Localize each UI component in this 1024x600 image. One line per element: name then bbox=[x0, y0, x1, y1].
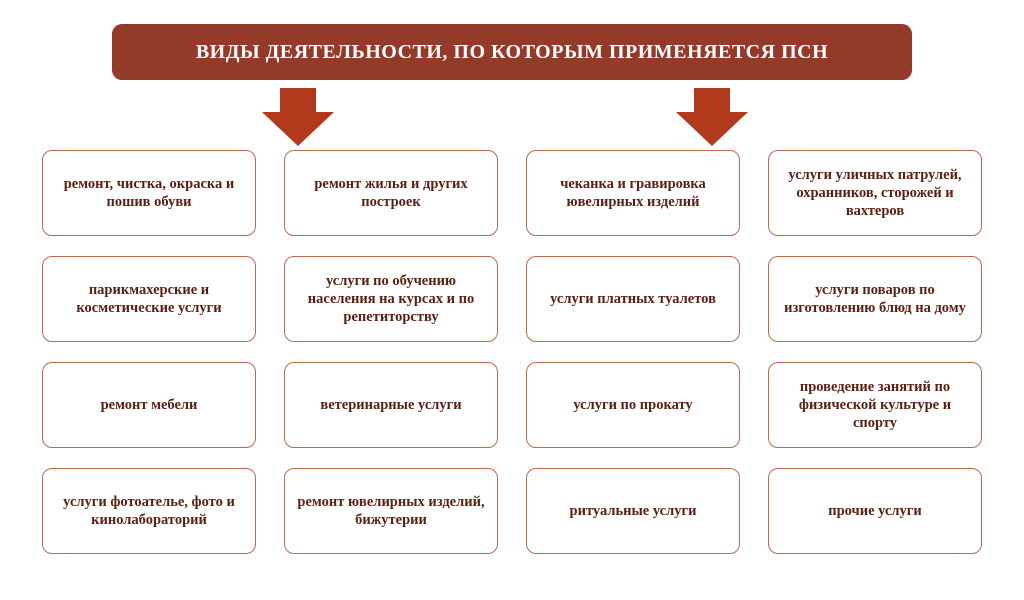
activity-label: услуги фотоателье, фото и кинолаборатори… bbox=[53, 493, 245, 529]
activity-label: ремонт жилья и других построек bbox=[295, 175, 487, 211]
arrows-row bbox=[0, 80, 1024, 150]
activity-label: чеканка и гравировка ювелирных изделий bbox=[537, 175, 729, 211]
header-title: ВИДЫ ДЕЯТЕЛЬНОСТИ, ПО КОТОРЫМ ПРИМЕНЯЕТС… bbox=[196, 41, 828, 64]
activity-label: ветеринарные услуги bbox=[320, 396, 461, 414]
activity-cell: парикмахерские и косметические услуги bbox=[42, 256, 256, 342]
activity-grid: ремонт, чистка, окраска и пошив обуви ре… bbox=[42, 150, 982, 554]
activity-label: услуги по обучению населения на курсах и… bbox=[295, 272, 487, 326]
activity-cell: услуги по прокату bbox=[526, 362, 740, 448]
activity-label: услуги по прокату bbox=[573, 396, 692, 414]
activity-cell: услуги уличных патрулей, охранников, сто… bbox=[768, 150, 982, 236]
activity-label: услуги уличных патрулей, охранников, сто… bbox=[779, 166, 971, 220]
activity-cell: услуги по обучению населения на курсах и… bbox=[284, 256, 498, 342]
activity-label: ремонт ювелирных изделий, бижутерии bbox=[295, 493, 487, 529]
activity-cell: ветеринарные услуги bbox=[284, 362, 498, 448]
activity-cell: услуги поваров по изготовлению блюд на д… bbox=[768, 256, 982, 342]
activity-cell: ритуальные услуги bbox=[526, 468, 740, 554]
activity-cell: услуги фотоателье, фото и кинолаборатори… bbox=[42, 468, 256, 554]
activity-cell: ремонт мебели bbox=[42, 362, 256, 448]
activity-cell: ремонт, чистка, окраска и пошив обуви bbox=[42, 150, 256, 236]
arrow-down-icon bbox=[262, 88, 334, 146]
activity-cell: услуги платных туалетов bbox=[526, 256, 740, 342]
activity-cell: прочие услуги bbox=[768, 468, 982, 554]
activity-label: услуги поваров по изготовлению блюд на д… bbox=[779, 281, 971, 317]
activity-label: ремонт, чистка, окраска и пошив обуви bbox=[53, 175, 245, 211]
arrow-down-icon bbox=[676, 88, 748, 146]
activity-label: ремонт мебели bbox=[101, 396, 198, 414]
activity-cell: ремонт жилья и других построек bbox=[284, 150, 498, 236]
activity-cell: чеканка и гравировка ювелирных изделий bbox=[526, 150, 740, 236]
diagram-header: ВИДЫ ДЕЯТЕЛЬНОСТИ, ПО КОТОРЫМ ПРИМЕНЯЕТС… bbox=[112, 24, 912, 80]
activity-label: парикмахерские и косметические услуги bbox=[53, 281, 245, 317]
activity-label: прочие услуги bbox=[828, 502, 921, 520]
activity-label: услуги платных туалетов bbox=[550, 290, 716, 308]
activity-label: проведение занятий по физической культур… bbox=[779, 378, 971, 432]
activity-label: ритуальные услуги bbox=[570, 502, 697, 520]
activity-cell: проведение занятий по физической культур… bbox=[768, 362, 982, 448]
activity-cell: ремонт ювелирных изделий, бижутерии bbox=[284, 468, 498, 554]
